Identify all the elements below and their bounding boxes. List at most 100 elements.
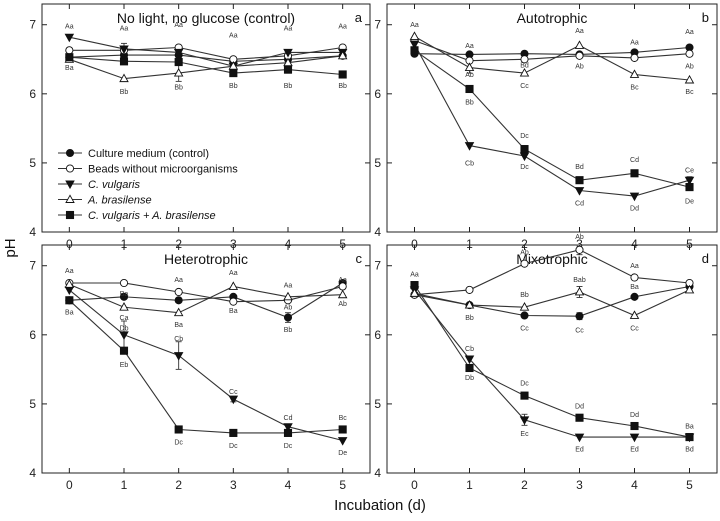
significance-label: Aa xyxy=(630,263,639,270)
x-tick-label: 1 xyxy=(121,237,128,251)
significance-label: Cb xyxy=(465,346,474,353)
y-tick-label: 4 xyxy=(374,466,381,480)
series-line-cvab xyxy=(68,299,343,434)
data-point-ab xyxy=(228,281,239,290)
series-line-medium xyxy=(69,282,343,319)
x-tick-label: 4 xyxy=(285,237,292,251)
data-point-cv xyxy=(519,152,530,162)
panel-frame xyxy=(41,3,371,233)
significance-label: Ab xyxy=(338,301,347,308)
data-point-beads xyxy=(229,297,238,306)
data-point-ab xyxy=(173,67,184,77)
panel-frame xyxy=(386,244,718,474)
x-tick-label: 1 xyxy=(466,478,473,492)
x-tick-label: 2 xyxy=(175,478,182,492)
significance-label: Cc xyxy=(520,325,529,332)
significance-label: Dc xyxy=(520,381,529,388)
x-tick-label: 5 xyxy=(686,237,693,251)
data-point-cv xyxy=(228,395,239,405)
data-point-cv xyxy=(64,33,75,43)
data-point-beads xyxy=(685,49,694,58)
data-point-beads xyxy=(575,51,584,60)
data-point-cvab xyxy=(465,363,474,373)
y-tick-label: 4 xyxy=(29,225,36,239)
significance-label: Cc xyxy=(575,327,584,334)
data-point-cvab xyxy=(229,69,238,78)
significance-label: Aa xyxy=(120,26,129,33)
panel-letter: d xyxy=(702,251,709,266)
significance-label: Ab xyxy=(284,305,293,312)
x-tick-label: 5 xyxy=(339,237,346,251)
panel-title: Heterotrophic xyxy=(164,251,248,267)
significance-label: Bc xyxy=(685,89,694,96)
significance-label: Cc xyxy=(520,83,529,90)
data-point-cv xyxy=(409,40,420,50)
significance-label: Bc xyxy=(339,415,348,422)
x-tick-label: 5 xyxy=(339,478,346,492)
significance-label: Cb xyxy=(465,160,474,167)
data-point-cvab xyxy=(119,346,129,355)
legend-label: Beads without microorganisms xyxy=(88,164,238,176)
data-point-ab xyxy=(283,291,293,301)
data-point-beads xyxy=(520,259,529,268)
data-point-ab xyxy=(464,299,475,309)
y-tick-label: 4 xyxy=(29,466,36,480)
data-point-beads xyxy=(520,55,529,64)
significance-label: Cc xyxy=(229,389,238,396)
y-tick-label: 7 xyxy=(374,259,381,273)
panel-letter: c xyxy=(356,251,363,266)
x-tick-label: 1 xyxy=(121,478,128,492)
data-point-cvab xyxy=(465,84,474,94)
x-tick-label: 4 xyxy=(631,237,638,251)
panel-letter: a xyxy=(355,10,363,25)
significance-label: Bd xyxy=(575,164,584,171)
data-point-beads xyxy=(65,46,74,55)
significance-label: Bb xyxy=(229,83,238,90)
data-point-cv xyxy=(64,286,75,296)
series-line-beads xyxy=(69,282,343,303)
significance-label: Ba xyxy=(229,308,238,315)
legend-item-cv: C. vulgaris xyxy=(58,179,140,191)
significance-label: Aa xyxy=(685,29,694,36)
series-line-cv xyxy=(414,289,690,438)
x-tick-label: 0 xyxy=(411,478,418,492)
series-line-beads xyxy=(414,249,690,296)
significance-label: Cd xyxy=(630,157,639,164)
legend-label: A. brasilense xyxy=(87,195,152,207)
panel-frame xyxy=(386,3,718,233)
panel-frame xyxy=(41,244,371,474)
significance-label: Ab xyxy=(575,64,584,71)
data-point-cvab xyxy=(575,413,584,422)
significance-label: De xyxy=(685,198,694,205)
data-point-cv xyxy=(283,48,293,58)
panel-title: Autotrophic xyxy=(517,10,588,26)
significance-label: Aa xyxy=(410,22,419,29)
data-point-ab xyxy=(337,50,348,60)
data-point-cv xyxy=(173,352,184,361)
series-line-beads xyxy=(414,40,690,62)
data-point-ab xyxy=(337,289,348,299)
data-point-cvab xyxy=(685,183,694,192)
significance-label: Aa xyxy=(284,26,293,33)
significance-label: Ec xyxy=(520,431,529,438)
data-point-cv xyxy=(283,423,293,432)
series-line-cv xyxy=(414,43,690,197)
x-tick-label: 0 xyxy=(411,237,418,251)
data-point-ab xyxy=(173,307,184,317)
data-point-cvab xyxy=(283,428,293,437)
data-point-cvab xyxy=(338,70,347,79)
legend: Culture medium (control) Beads without mi… xyxy=(58,148,238,222)
data-point-cvab xyxy=(410,46,419,55)
significance-label: Dc xyxy=(229,443,238,450)
data-point-cvab xyxy=(685,433,694,442)
significance-label: Aa xyxy=(630,40,639,47)
data-point-ab xyxy=(464,62,475,72)
data-point-cvab xyxy=(65,53,74,62)
data-point-ab xyxy=(119,73,129,83)
y-tick-label: 6 xyxy=(29,87,36,101)
significance-label: Aa xyxy=(65,268,74,275)
y-tick-label: 6 xyxy=(374,328,381,342)
data-point-cvab xyxy=(520,391,529,400)
data-point-medium xyxy=(174,296,183,305)
y-tick-label: 7 xyxy=(29,259,36,273)
